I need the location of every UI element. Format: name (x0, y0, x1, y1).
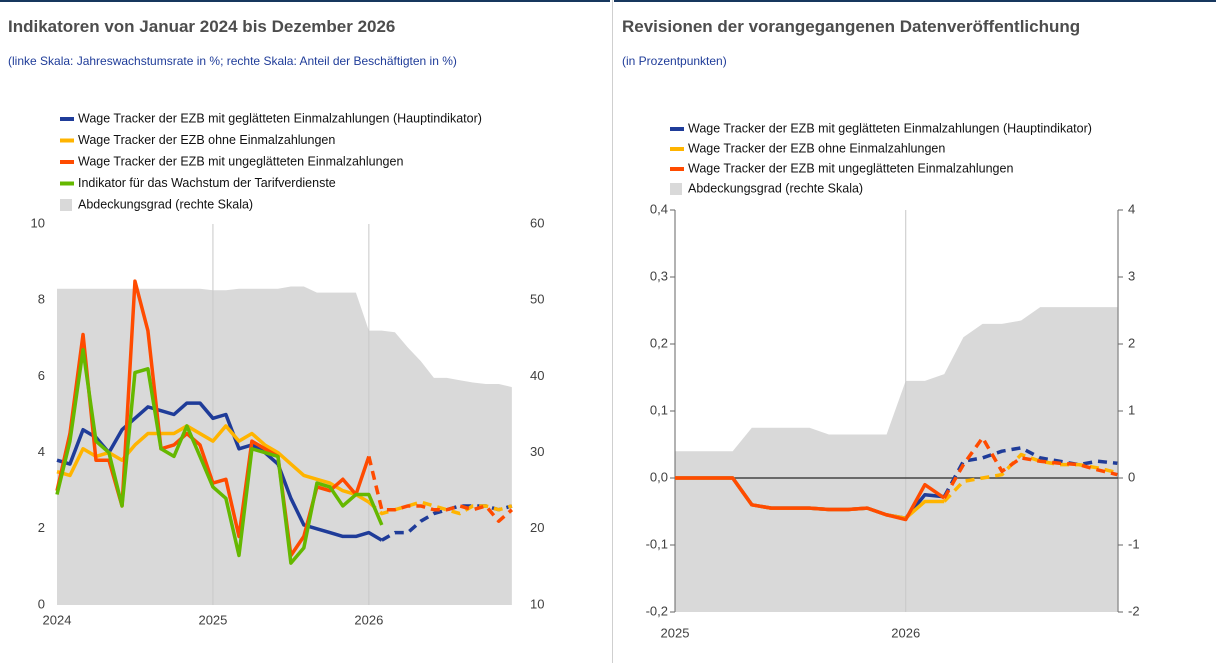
legend-label: Abdeckungsgrad (rechte Skala) (688, 181, 863, 195)
y-tick-label: 0,3 (650, 268, 668, 283)
legend-label: Wage Tracker der EZB mit ungeglätteten E… (688, 161, 1013, 175)
y-tick-label: -0,1 (646, 536, 668, 551)
chart: 2024 2025 2026 0 2 4 6 8 10 10 20 30 40 50 60 Wage Trac… (31, 111, 545, 627)
y-tick-label: 0 (38, 596, 45, 611)
legend-label: Indikator für das Wachstum der Tarifverd… (78, 176, 336, 190)
dashed-line (942, 446, 1118, 498)
dashed-line (942, 436, 1118, 499)
legend-label: Abdeckungsgrad (rechte Skala) (78, 197, 253, 211)
separator (612, 0, 613, 663)
dashed-line (367, 500, 513, 516)
y2-tick-label: 50 (530, 292, 544, 307)
y-tick-label: 0,0 (650, 469, 668, 484)
y2-tick-label: 10 (530, 596, 544, 611)
coverage-area (675, 307, 1118, 612)
coverage-area (57, 286, 512, 605)
dashed-line (380, 504, 513, 542)
y2-tick-label: 1 (1128, 402, 1135, 417)
x-tick-label: 2026 (354, 612, 383, 627)
y-tick-label: 4 (38, 444, 45, 459)
solid-line (675, 476, 946, 522)
y2-tick-label: 4 (1128, 201, 1135, 216)
y2-tick-label: -2 (1128, 603, 1140, 618)
y2-tick-label: 2 (1128, 335, 1135, 350)
x-tick-label: 2025 (661, 625, 690, 640)
y2-tick-label: 30 (530, 444, 544, 459)
y2-tick-label: -1 (1128, 536, 1140, 551)
y-tick-label: 10 (31, 215, 45, 230)
x-tick-label: 2026 (891, 625, 920, 640)
chart-subtitle: (linke Skala: Jahreswachstumsrate in %; … (8, 54, 457, 68)
y2-tick-label: 20 (530, 520, 544, 535)
solid-line (55, 347, 384, 565)
y-tick-label: 8 (38, 292, 45, 307)
y-tick-label: 0,4 (650, 201, 668, 216)
legend-label: Wage Tracker der EZB mit geglätteten Ein… (78, 111, 482, 125)
y2-tick-label: 40 (530, 368, 544, 383)
y-tick-label: 2 (38, 520, 45, 535)
chart-title: Revisionen der vorangegangenen Datenverö… (622, 17, 1081, 36)
chart: 2025 2026 -0,2 -0,1 0,0 0,1 0,2 0,3 0,4 -2 -1 0 1 2 3 4… (646, 121, 1140, 640)
dashed-line (942, 452, 1118, 503)
y-tick-label: 6 (38, 368, 45, 383)
legend-swatch (670, 183, 682, 195)
y-tick-label: -0,2 (646, 603, 668, 618)
legend-label: Wage Tracker der EZB mit geglätteten Ein… (688, 121, 1092, 135)
y2-tick-label: 0 (1128, 469, 1135, 484)
y2-tick-label: 3 (1128, 268, 1135, 283)
solid-line (56, 401, 383, 542)
y-tick-label: 0,2 (650, 335, 668, 350)
right-panel: Revisionen der vorangegangenen Datenverö… (614, 0, 1216, 665)
y-tick-label: 0,1 (650, 402, 668, 417)
legend-label: Wage Tracker der EZB ohne Einmalzahlunge… (78, 133, 335, 147)
chart-subtitle: (in Prozentpunkten) (622, 54, 727, 68)
legend-label: Wage Tracker der EZB ohne Einmalzahlunge… (688, 141, 945, 155)
x-tick-label: 2024 (43, 612, 72, 627)
legend-label: Wage Tracker der EZB mit ungeglätteten E… (78, 154, 403, 168)
legend-swatch (60, 199, 72, 211)
left-panel: Indikatoren von Januar 2024 bis Dezember… (0, 0, 610, 627)
dashed-line (367, 455, 514, 523)
x-tick-label: 2025 (198, 612, 227, 627)
chart-title: Indikatoren von Januar 2024 bis Dezember… (8, 17, 396, 36)
y2-tick-label: 60 (530, 215, 544, 230)
